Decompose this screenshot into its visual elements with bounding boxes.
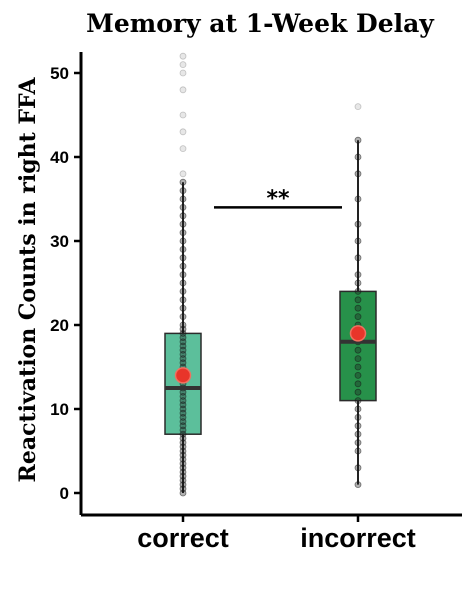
data-point [354, 388, 362, 396]
data-point [354, 304, 362, 312]
outlier-point [179, 52, 187, 60]
data-point [354, 220, 362, 228]
box-iqr [164, 332, 202, 435]
data-point [354, 380, 362, 388]
outlier-point [354, 103, 362, 110]
y-axis-label: Reactivation Counts in right FFA [15, 77, 41, 483]
data-point [179, 271, 187, 279]
box-series [164, 52, 377, 497]
outlier-point [179, 86, 187, 94]
data-point [179, 178, 187, 186]
data-point [354, 287, 362, 295]
data-point [354, 422, 362, 430]
data-point [354, 363, 362, 371]
y-tick-label: 40 [50, 148, 69, 167]
data-point [354, 481, 362, 489]
data-point [354, 346, 362, 354]
data-point [354, 447, 362, 455]
outlier-point [179, 111, 187, 119]
data-point [354, 313, 362, 321]
data-point [179, 187, 187, 195]
data-point [354, 153, 362, 161]
data-point [179, 220, 187, 228]
box-incorrect [339, 103, 377, 489]
chart-title: Memory at 1-Week Delay [86, 9, 435, 38]
significance-label: ** [266, 186, 290, 211]
data-point [179, 245, 187, 253]
outlier-point [179, 170, 187, 178]
outlier-point [179, 61, 187, 68]
outlier-point [179, 128, 187, 136]
data-point [354, 371, 362, 379]
data-point [179, 321, 187, 329]
data-point [354, 430, 362, 438]
box-iqr [339, 290, 377, 402]
data-point [354, 405, 362, 413]
data-point [354, 195, 362, 203]
y-tick-label: 30 [50, 232, 69, 251]
data-point [354, 136, 362, 144]
mean-marker [349, 325, 367, 342]
data-point [179, 296, 187, 304]
significance-annotation: ** [214, 186, 342, 211]
data-point [179, 262, 187, 270]
data-point [354, 271, 362, 279]
box-correct [164, 52, 202, 497]
data-point [354, 413, 362, 421]
outlier-point [179, 145, 187, 153]
y-tick-label: 20 [50, 316, 69, 335]
y-tick-label: 50 [50, 64, 69, 83]
data-point [179, 304, 187, 312]
data-point [354, 296, 362, 304]
y-tick-label: 10 [50, 400, 69, 419]
data-point [179, 212, 187, 220]
outlier-point [179, 69, 187, 77]
data-point [179, 203, 187, 211]
data-point [179, 287, 187, 295]
x-category-label: incorrect [300, 523, 416, 553]
y-tick-label: 0 [60, 484, 69, 503]
data-point [354, 237, 362, 245]
data-point [354, 355, 362, 363]
data-point [179, 237, 187, 245]
data-point [354, 464, 362, 472]
data-point [354, 279, 362, 287]
y-axis-ticks: 0 10 20 30 40 50 [50, 64, 81, 503]
x-axis-categories: correct incorrect [137, 515, 416, 553]
data-point [179, 229, 187, 237]
data-point [179, 313, 187, 321]
data-point [354, 170, 362, 178]
data-point [179, 254, 187, 262]
data-point [179, 279, 187, 287]
data-point [354, 254, 362, 262]
data-point [179, 195, 187, 203]
mean-marker [174, 367, 192, 384]
data-point [354, 397, 362, 405]
data-point [354, 439, 362, 447]
x-category-label: correct [137, 523, 229, 553]
